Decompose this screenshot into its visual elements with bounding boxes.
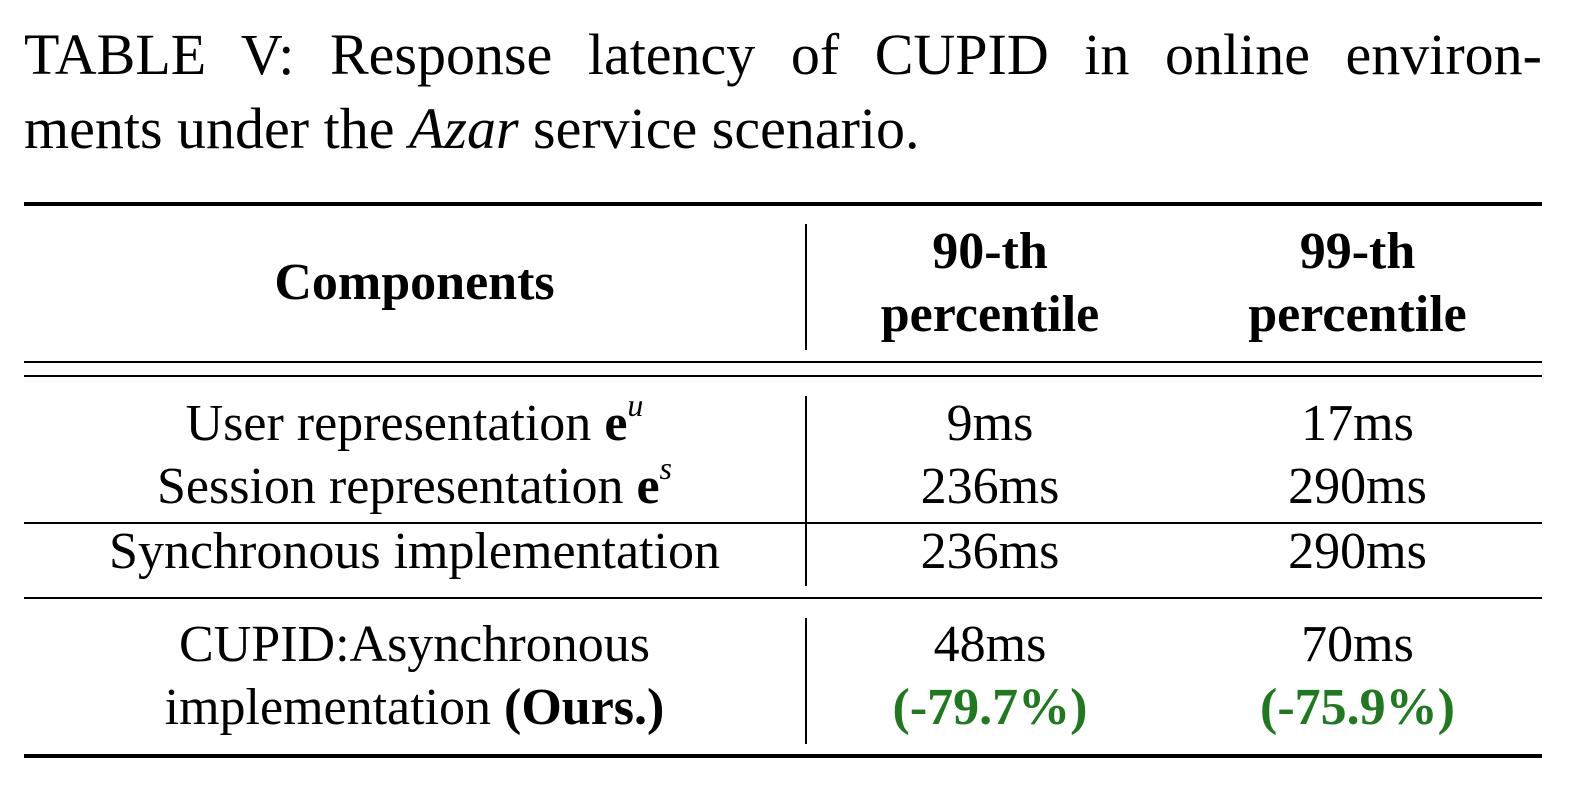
column-separator xyxy=(805,224,807,350)
header-rule-upper xyxy=(24,361,1542,363)
row-label-user-representation: User representation eu xyxy=(24,389,805,456)
vector-superscript: s xyxy=(659,450,672,486)
group-rule xyxy=(24,597,1542,599)
row-label-session-representation: Session representation es xyxy=(24,452,805,519)
header-p90-line1: 90-th xyxy=(932,223,1048,280)
row-label-cupid-line1: CUPID:Asynchronous xyxy=(179,616,650,673)
cell-p99: 290ms xyxy=(1288,458,1427,515)
header-p99-line2: percentile xyxy=(1248,286,1467,343)
caption-line-1: TABLE V: Response latency of CUPID in on… xyxy=(24,22,1542,87)
header-components: Components xyxy=(274,254,555,311)
row-label-text: User representation xyxy=(185,395,605,452)
caption-text-end: service scenario. xyxy=(518,96,920,161)
row-label-text: implementation xyxy=(164,679,505,736)
cell-p99-improvement: (-75.9%) xyxy=(1260,679,1455,736)
cell-p90: 9ms xyxy=(946,395,1034,452)
mid-rule xyxy=(24,522,1542,524)
cell-p90-improvement: (-79.7%) xyxy=(892,679,1088,736)
row-label-synchronous: Synchronous implementation xyxy=(109,523,720,580)
row-label-text: Session representation xyxy=(157,458,637,515)
header-rule-lower xyxy=(24,375,1542,377)
vector-symbol: e xyxy=(604,395,628,452)
header-p90-line2: percentile xyxy=(880,286,1100,343)
caption-line-2: ments under the Azar service scenario. xyxy=(24,92,1542,166)
column-separator xyxy=(805,396,807,586)
cell-p99: 17ms xyxy=(1301,395,1414,452)
caption-text: ments under the xyxy=(24,96,409,161)
ours-marker: (Ours.) xyxy=(504,679,665,736)
vector-superscript: u xyxy=(627,387,644,423)
bottom-rule xyxy=(24,754,1542,758)
cell-p90: 48ms xyxy=(933,616,1047,673)
header-p99-line1: 99-th xyxy=(1299,223,1416,280)
cell-p99: 290ms xyxy=(1288,523,1427,580)
row-label-cupid-line2: implementation (Ours.) xyxy=(24,676,805,740)
column-separator xyxy=(805,618,807,744)
vector-symbol: e xyxy=(636,458,660,515)
cell-p90: 236ms xyxy=(920,458,1060,515)
table-caption: TABLE V: Response latency of CUPID in on… xyxy=(24,18,1542,166)
cell-p90: 236ms xyxy=(920,523,1060,580)
top-rule xyxy=(24,202,1542,206)
cell-p99: 70ms xyxy=(1301,616,1414,673)
caption-service-name: Azar xyxy=(408,96,519,161)
